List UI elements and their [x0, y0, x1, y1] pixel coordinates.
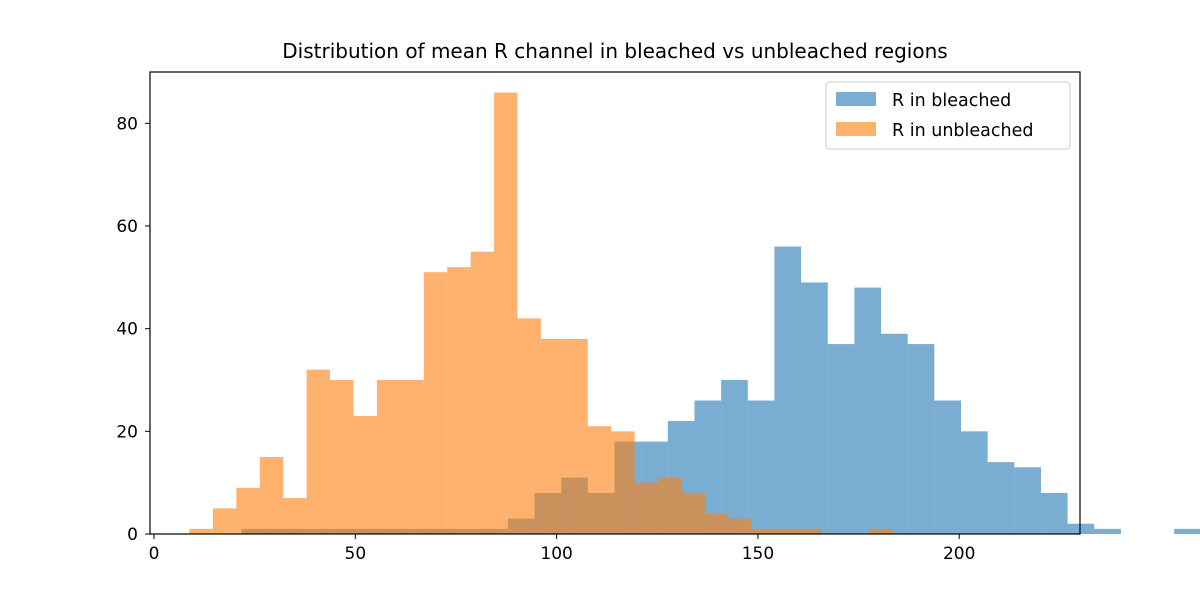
- bar-unbleached-29: [868, 528, 893, 534]
- bar-unbleached-2: [236, 487, 260, 534]
- bar-unbleached-20: [658, 477, 682, 534]
- bar-bleached-19: [747, 400, 775, 534]
- bar-unbleached-3: [259, 457, 284, 534]
- bar-bleached-23: [854, 287, 882, 534]
- plot-frame: [149, 71, 1081, 535]
- y-tick-label-80: 80: [116, 114, 138, 134]
- bar-unbleached-25: [775, 528, 799, 534]
- legend-swatch-bleached: [836, 92, 876, 106]
- y-tick-label-60: 60: [116, 217, 138, 237]
- bar-unbleached-21: [681, 492, 705, 534]
- bar-bleached-35: [1174, 528, 1200, 534]
- y-tick-label-40: 40: [116, 320, 138, 340]
- legend-label-unbleached: R in unbleached: [892, 121, 1033, 141]
- legend-box: [825, 81, 1071, 150]
- bar-bleached-21: [801, 282, 828, 534]
- bar-unbleached-6: [330, 380, 354, 534]
- bar-unbleached-0: [189, 528, 213, 534]
- bar-bleached-22: [827, 344, 855, 534]
- x-tick-label-150: 150: [742, 544, 774, 564]
- bar-bleached-24: [881, 333, 908, 534]
- y-tick-label-0: 0: [127, 525, 138, 545]
- x-tick-label-0: 0: [149, 544, 160, 564]
- bar-unbleached-9: [400, 380, 424, 534]
- bar-unbleached-15: [540, 338, 565, 534]
- bar-unbleached-23: [728, 518, 752, 534]
- x-tick-label-50: 50: [345, 544, 367, 564]
- legend-label-bleached: R in bleached: [892, 91, 1011, 111]
- legend: R in bleached R in unbleached: [825, 81, 1071, 150]
- bar-unbleached-18: [611, 431, 635, 534]
- x-axis: 0 50 100 150 200: [149, 534, 975, 564]
- bar-unbleached-19: [634, 482, 659, 534]
- bar-unbleached-14: [517, 318, 541, 534]
- bar-bleached-27: [960, 431, 988, 534]
- bar-bleached-32: [1094, 528, 1121, 534]
- bar-unbleached-5: [306, 369, 331, 534]
- bar-unbleached-16: [564, 338, 588, 534]
- bar-bleached-29: [1014, 467, 1041, 534]
- plot-area: [189, 92, 1200, 535]
- bar-unbleached-11: [447, 267, 471, 534]
- bar-bleached-31: [1067, 523, 1095, 534]
- x-tick-label-100: 100: [540, 544, 572, 564]
- bar-unbleached-8: [376, 380, 401, 534]
- x-tick-label-200: 200: [943, 544, 975, 564]
- bar-bleached-25: [907, 344, 935, 534]
- legend-swatch-unbleached: [836, 122, 876, 136]
- bar-unbleached-1: [212, 508, 237, 534]
- bar-bleached-26: [934, 400, 961, 534]
- y-tick-label-20: 20: [116, 422, 138, 442]
- chart-title: Distribution of mean R channel in bleach…: [282, 39, 947, 63]
- bar-unbleached-12: [470, 251, 495, 534]
- bar-unbleached-7: [353, 415, 377, 534]
- bar-bleached-20: [774, 246, 802, 535]
- bar-unbleached-17: [587, 426, 612, 534]
- bar-unbleached-24: [751, 528, 776, 534]
- bar-unbleached-13: [494, 92, 518, 535]
- bar-unbleached-10: [423, 272, 448, 534]
- bar-bleached-18: [721, 380, 748, 534]
- bar-bleached-30: [1040, 492, 1068, 534]
- bar-unbleached-26: [798, 528, 823, 534]
- bar-unbleached-4: [283, 498, 307, 534]
- bar-unbleached-22: [704, 513, 729, 534]
- bar-bleached-28: [987, 462, 1015, 534]
- y-axis: 0 20 40 60 80: [116, 114, 150, 545]
